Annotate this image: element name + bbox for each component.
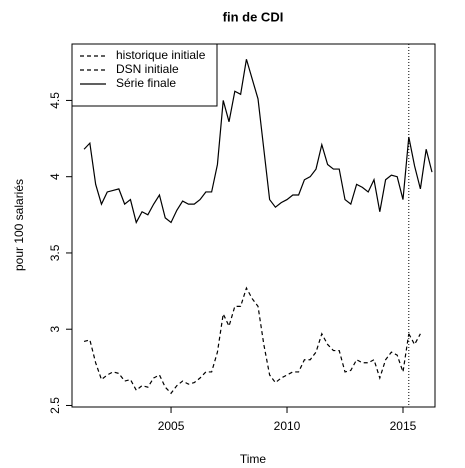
series-line xyxy=(83,59,433,225)
x-tick-label: 2010 xyxy=(274,419,301,433)
y-tick-label: 4.5 xyxy=(48,92,62,109)
y-axis-label: pour 100 salariés xyxy=(12,179,26,271)
legend-label: historique initiale xyxy=(116,48,206,62)
legend-box xyxy=(71,43,218,107)
x-axis-label: Time xyxy=(240,452,267,466)
y-tick-label: 3 xyxy=(48,326,62,333)
x-tick-label: 2005 xyxy=(158,419,185,433)
y-tick-label: 2.5 xyxy=(48,397,62,414)
series-line xyxy=(83,286,410,395)
chart-title: fin de CDI xyxy=(223,9,284,24)
series-line xyxy=(408,333,421,346)
legend-label: Série finale xyxy=(116,76,176,90)
legend-label: DSN initiale xyxy=(116,62,179,76)
x-tick-label: 2015 xyxy=(390,419,417,433)
y-tick-label: 4 xyxy=(48,173,62,180)
y-tick-label: 3.5 xyxy=(48,244,62,261)
plot-box xyxy=(71,43,436,408)
